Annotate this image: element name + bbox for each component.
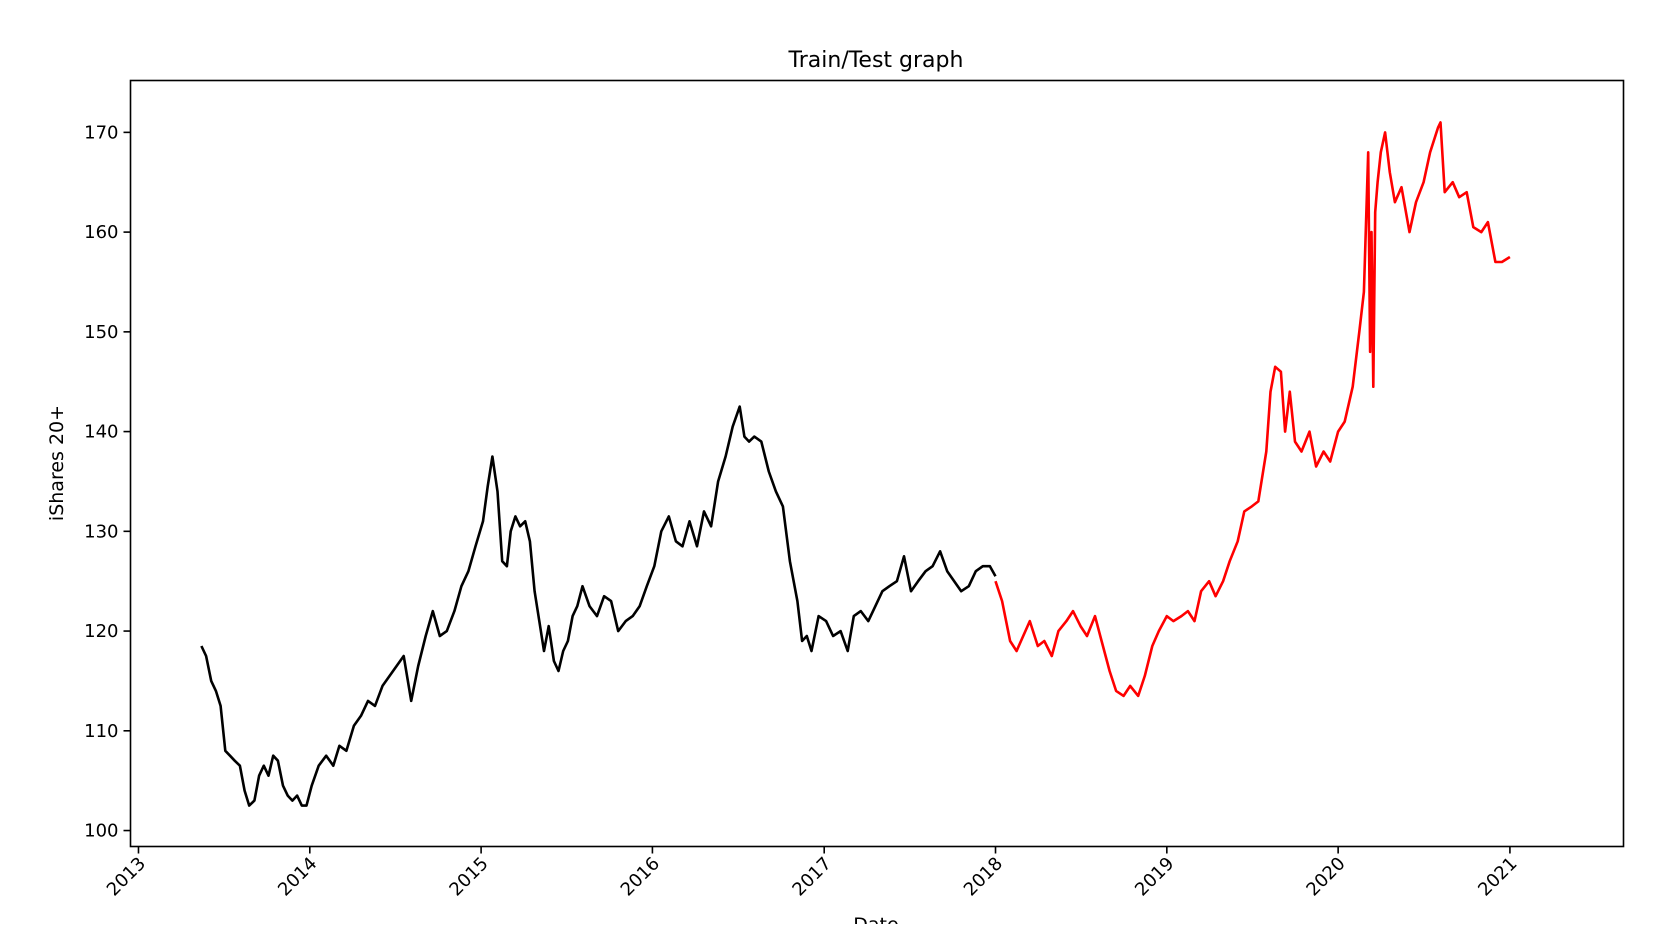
y-tick-label: 130: [84, 521, 118, 542]
y-tick-label: 100: [84, 821, 118, 842]
x-axis-label: Date: [853, 914, 898, 924]
y-tick-label: 150: [84, 322, 118, 343]
chart-title: Train/Test graph: [788, 48, 964, 73]
series-line-0: [200, 405, 997, 807]
y-tick-label: 170: [84, 122, 118, 143]
y-tick-label: 120: [84, 621, 118, 642]
plot-data: [200, 121, 1511, 807]
y-tick-label: 140: [84, 422, 118, 443]
y-tick-label: 160: [84, 222, 118, 243]
plot-frame: [129, 79, 1625, 848]
y-tick-label: 110: [84, 721, 118, 742]
y-axis: 100 110 120 130 140 150 160 170: [84, 122, 131, 842]
y-axis-label: iShares 20+: [46, 405, 68, 521]
series-line-1: [994, 121, 1511, 698]
